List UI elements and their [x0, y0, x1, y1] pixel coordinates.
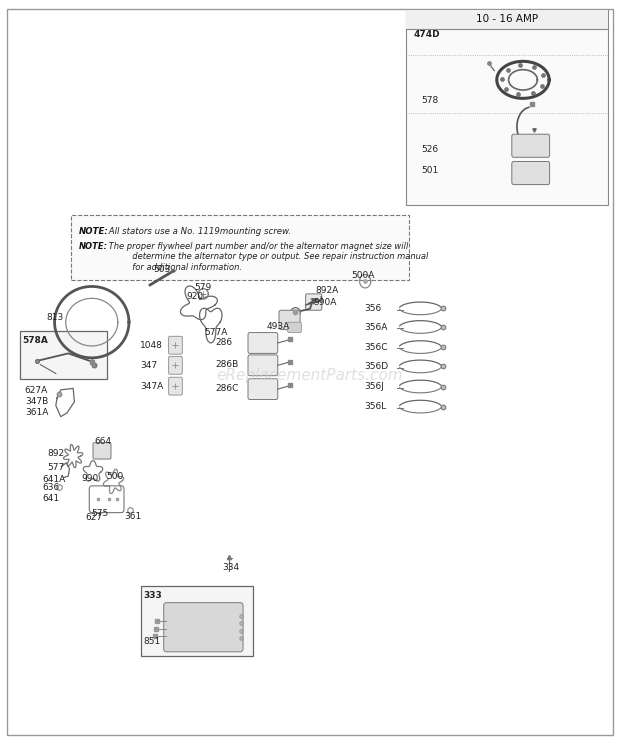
- Text: 356: 356: [365, 304, 382, 313]
- FancyBboxPatch shape: [306, 294, 322, 310]
- Text: 500: 500: [107, 472, 124, 481]
- FancyBboxPatch shape: [248, 355, 278, 376]
- Bar: [71, 215, 409, 280]
- Bar: [406, 10, 608, 29]
- FancyBboxPatch shape: [288, 322, 301, 333]
- Text: 575: 575: [92, 509, 109, 518]
- Text: 286: 286: [215, 338, 232, 347]
- Text: 526: 526: [422, 144, 439, 153]
- Text: 500A: 500A: [351, 271, 374, 280]
- Text: 851: 851: [144, 637, 161, 646]
- Text: 10 - 16 AMP: 10 - 16 AMP: [476, 14, 538, 25]
- Text: 578: 578: [422, 96, 439, 105]
- Text: 356L: 356L: [365, 403, 387, 411]
- Text: 334: 334: [222, 563, 239, 572]
- Text: All stators use a No. 1119mounting screw.: All stators use a No. 1119mounting screw…: [106, 227, 291, 236]
- Text: 1048: 1048: [140, 341, 163, 350]
- FancyBboxPatch shape: [248, 333, 278, 353]
- Text: 474D: 474D: [414, 30, 440, 39]
- Text: 641: 641: [42, 494, 60, 503]
- Text: 813: 813: [46, 313, 64, 322]
- Text: 356J: 356J: [365, 382, 384, 391]
- FancyBboxPatch shape: [512, 134, 549, 157]
- Text: 356D: 356D: [365, 362, 389, 371]
- Text: 286C: 286C: [215, 384, 239, 393]
- Text: 347A: 347A: [140, 382, 164, 391]
- Text: 579: 579: [195, 283, 212, 292]
- FancyBboxPatch shape: [93, 443, 111, 459]
- Text: 578A: 578A: [22, 336, 48, 345]
- Text: 636: 636: [42, 483, 60, 492]
- Text: 356C: 356C: [365, 343, 388, 352]
- Text: 627: 627: [86, 513, 103, 522]
- FancyBboxPatch shape: [512, 161, 549, 185]
- Text: 577: 577: [48, 463, 65, 472]
- Text: 347B: 347B: [25, 397, 48, 406]
- Bar: [20, 331, 107, 379]
- FancyBboxPatch shape: [164, 603, 243, 652]
- Text: 892: 892: [48, 449, 65, 458]
- Text: 892A: 892A: [316, 286, 339, 295]
- Text: 990A: 990A: [314, 298, 337, 307]
- Text: 361: 361: [124, 512, 141, 521]
- Text: 286B: 286B: [215, 360, 238, 369]
- Text: 347: 347: [140, 361, 157, 370]
- Text: NOTE:: NOTE:: [79, 242, 108, 251]
- Text: The proper flywheel part number and/or the alternator magnet size will
         : The proper flywheel part number and/or t…: [106, 242, 428, 272]
- FancyBboxPatch shape: [169, 356, 182, 374]
- Text: 333: 333: [144, 591, 162, 600]
- Text: 627A: 627A: [25, 386, 48, 395]
- Text: NOTE:: NOTE:: [79, 227, 108, 236]
- FancyBboxPatch shape: [169, 377, 182, 395]
- Text: 641A: 641A: [42, 475, 66, 484]
- FancyBboxPatch shape: [279, 310, 300, 330]
- Text: 503: 503: [154, 265, 171, 274]
- Text: eReplacementParts.com: eReplacementParts.com: [216, 368, 404, 383]
- Text: 501: 501: [422, 166, 439, 175]
- Text: 356A: 356A: [365, 323, 388, 332]
- Bar: [406, 10, 608, 205]
- FancyBboxPatch shape: [248, 379, 278, 400]
- Text: 990: 990: [82, 474, 99, 483]
- Text: 361A: 361A: [25, 408, 48, 417]
- Bar: [141, 586, 253, 656]
- Text: 577A: 577A: [205, 328, 228, 337]
- Text: 920: 920: [186, 292, 203, 301]
- FancyBboxPatch shape: [169, 336, 182, 354]
- Text: 493A: 493A: [267, 322, 290, 331]
- Text: 664: 664: [94, 437, 112, 446]
